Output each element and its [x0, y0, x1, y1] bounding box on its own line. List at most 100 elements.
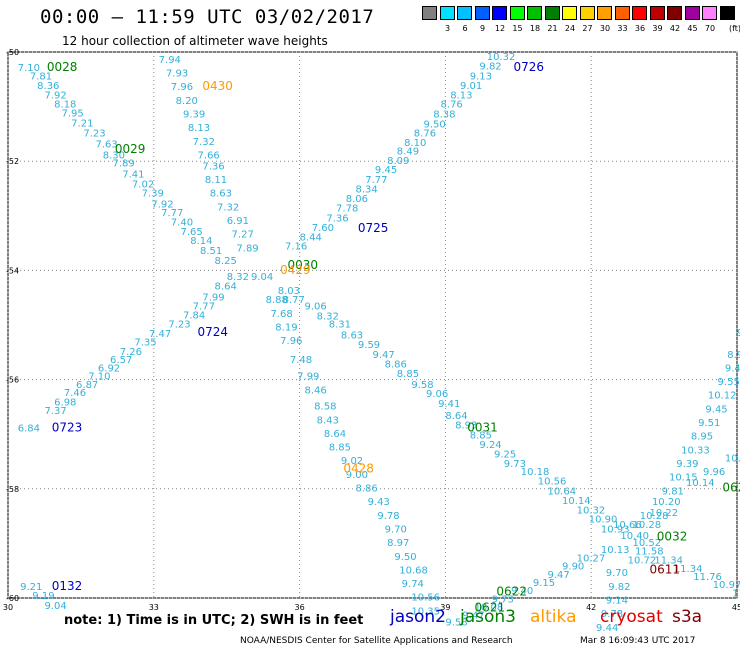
track-time-label: 062 [722, 481, 740, 495]
wave-height-value: 8.09 [387, 156, 409, 167]
legend-swatch [719, 6, 735, 20]
wave-height-value: 8.34 [355, 184, 377, 195]
wave-height-value: 9.40 [511, 586, 533, 597]
wave-height-value: 9.50 [394, 552, 416, 563]
wave-height-value: 7.23 [168, 320, 190, 331]
wave-height-value: 8.13 [188, 123, 210, 134]
wave-height-value: 8.31 [329, 320, 351, 331]
wave-height-value: 9.55 [718, 377, 740, 388]
wave-height-value: 7.46 [64, 388, 86, 399]
legend-swatch [544, 6, 560, 20]
legend-tick-label: 18 [529, 24, 541, 33]
wave-height-value: 9.19 [32, 591, 54, 602]
wave-height-value: 9.81 [662, 486, 684, 497]
legend-tick-label: 24 [564, 24, 576, 33]
wave-height-value: 8.97 [387, 538, 409, 549]
wave-height-value: 11.58 [635, 546, 664, 557]
wave-height-value: 7.21 [71, 118, 93, 129]
lon-tick-label: 39 [440, 603, 450, 612]
wave-height-value: 8.10 [404, 138, 426, 149]
satellite-legend-item: cryosat [600, 607, 663, 627]
wave-height-value: 8.64 [445, 411, 467, 422]
wave-height-value: 7.39 [142, 189, 164, 200]
wave-height-value: 8.86 [385, 360, 407, 371]
wave-height-value: 10.12 [708, 391, 737, 402]
legend-swatch [632, 6, 647, 20]
wave-height-value: 7.89 [112, 159, 134, 170]
wave-height-value: 9.45 [705, 404, 727, 415]
wave-height-value: 9.04 [44, 601, 66, 612]
wave-height-value: 7.77 [193, 302, 215, 313]
lon-tick-label: 45 [732, 603, 740, 612]
wave-height-value: 9.41 [438, 399, 460, 410]
legend-swatch [457, 6, 472, 20]
wave-height-value: 9.15 [533, 578, 555, 589]
wave-height-value: 9.50 [424, 119, 446, 130]
map-grid [7, 51, 738, 599]
wave-height-value: 7.48 [290, 355, 312, 366]
wave-height-value: 7.35 [134, 338, 156, 349]
wave-height-value: 7.36 [326, 213, 348, 224]
lat-tick-label: -50 [6, 48, 19, 57]
wave-height-value: 9.25 [494, 450, 516, 461]
wave-height-value: 9.13 [470, 71, 492, 82]
wave-height-value: 7.41 [122, 170, 144, 181]
map-frame [7, 51, 738, 599]
wave-height-value: 9.45 [375, 165, 397, 176]
wave-height-value: 8.32 [317, 312, 339, 323]
wave-height-value: 8.20 [176, 96, 198, 107]
wave-height-value: 10.56 [538, 476, 567, 487]
track-time-label: 0428 [343, 461, 374, 475]
wave-height-value: 7.16 [285, 242, 307, 253]
wave-height-value: 8.11 [205, 175, 227, 186]
legend-swatch [667, 6, 682, 20]
wave-height-value: 8.58 [314, 402, 336, 413]
wave-height-value: 10.40 [620, 531, 649, 542]
wave-height-value: 9.43 [725, 363, 740, 374]
legend-swatch [474, 6, 490, 20]
wave-height-value: 8.76 [441, 100, 463, 111]
wave-height-value: 8.18 [54, 100, 76, 111]
wave-height-value: 7.99 [297, 372, 319, 383]
wave-height-value: 8.93 [455, 421, 477, 432]
track-time-label: 0430 [202, 79, 233, 93]
wave-height-value: 8.46 [304, 385, 326, 396]
lat-tick-label: -52 [6, 157, 19, 166]
legend-swatch [527, 6, 542, 20]
wave-height-value: 10.52 [633, 538, 662, 549]
wave-height-value: 9.47 [373, 350, 395, 361]
wave-height-value: 9.70 [385, 524, 407, 535]
wave-height-value: 7.77 [161, 208, 183, 219]
wave-height-value: 8.13 [450, 90, 472, 101]
legend-tick-label: 42 [669, 24, 681, 33]
wave-height-value: 9 [737, 328, 740, 339]
wave-values: 7.107.818.367.928.187.957.217.237.638.30… [18, 52, 740, 634]
wave-height-value: 8.38 [433, 110, 455, 121]
wave-height-value: 10.64 [547, 486, 576, 497]
lon-tick-label: 42 [586, 603, 596, 612]
wave-height-value: 10.18 [521, 467, 550, 478]
wave-height-value: 9.21 [20, 582, 42, 593]
wave-height-value: 6.84 [18, 423, 40, 434]
wave-height-value: 10.32 [487, 52, 516, 63]
wave-height-value: 7.36 [202, 161, 224, 172]
track-time-label: 0611 [650, 562, 681, 576]
wave-height-value: 11.76 [693, 572, 722, 583]
wave-height-value: 8.19 [275, 322, 297, 333]
wave-height-value: 8.9 [727, 350, 740, 361]
wave-height-value: 9.06 [304, 302, 326, 313]
wave-height-value: 9.39 [676, 459, 698, 470]
wave-height-value: 10.97 [713, 580, 740, 591]
track-time-label: 0029 [115, 142, 146, 156]
wave-height-value: 9.70 [606, 568, 628, 579]
lat-tick-label: -60 [6, 594, 19, 603]
wave-height-value: 8.25 [215, 256, 237, 267]
legend-swatch [579, 6, 595, 20]
wave-height-value: 8.06 [346, 194, 368, 205]
wave-height-value: 10.93 [601, 524, 630, 535]
wave-height-value: 6.98 [54, 397, 76, 408]
wave-height-value: 10.33 [681, 445, 710, 456]
wave-height-value: 8.77 [283, 295, 305, 306]
wave-height-value: 9.02 [341, 456, 363, 467]
